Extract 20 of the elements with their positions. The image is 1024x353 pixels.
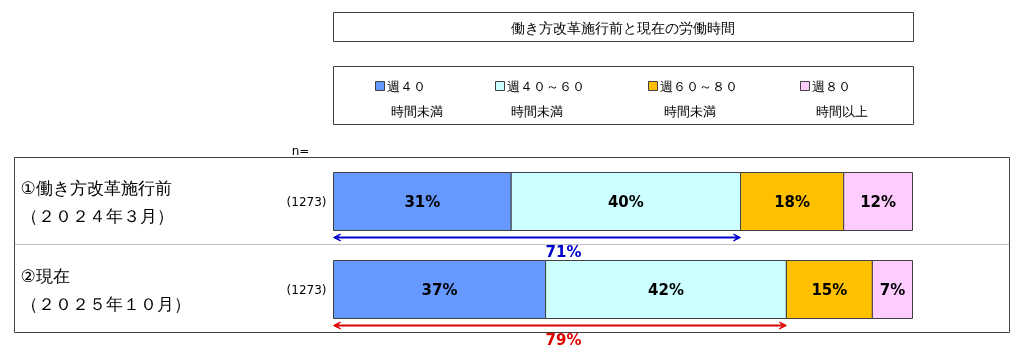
data-label: 37% [421, 280, 458, 299]
y-tick-label: ②現在（２０２５年１０月） [20, 265, 191, 314]
chart-title: 働き方改革施行前と現在の労働時間 [511, 19, 735, 36]
data-label: 40% [607, 192, 644, 211]
data-label: 31% [404, 192, 441, 211]
text: n= [291, 143, 310, 158]
legend-label: 週８０時間以上 [811, 79, 868, 119]
data-label: 15% [811, 280, 848, 299]
legend-label: 週４０～６０時間未満 [506, 79, 585, 119]
data-label: 42% [648, 280, 684, 299]
y-tick-label: ①働き方改革施行前（２０２４年３月） [20, 177, 174, 226]
data-label: 12% [860, 192, 897, 211]
data-label: 7% [879, 280, 906, 299]
legend-label: 週４０時間未満 [386, 79, 443, 119]
annotation: 79% [545, 330, 582, 349]
data-label: 18% [774, 192, 811, 211]
text: (1273) [286, 282, 327, 297]
legend-label: 週６０～８０時間未満 [659, 79, 738, 119]
text: (1273) [286, 194, 327, 209]
annotation: 71% [545, 242, 582, 261]
